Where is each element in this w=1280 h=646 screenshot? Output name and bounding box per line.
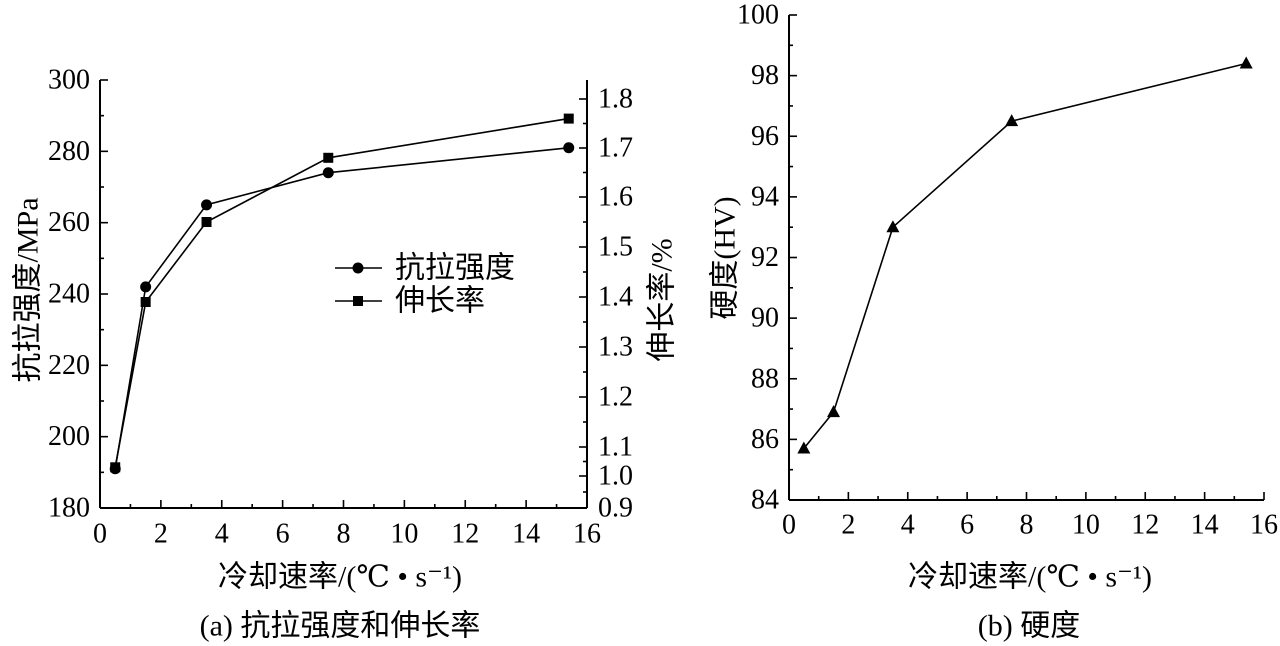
panel-a-caption: (a) 抗拉强度和伸长率 — [200, 610, 481, 643]
tensile-strength-point — [563, 142, 575, 154]
panel-b-caption: (b) 硬度 — [978, 610, 1080, 643]
y-tick-label: 260 — [48, 207, 90, 238]
hardness-point — [1005, 114, 1019, 127]
hardness-point — [1239, 56, 1253, 69]
legend-label-elongation: 伸长率 — [395, 285, 485, 318]
y2-tick-label: 1.0 — [598, 461, 633, 492]
y2-tick-label: 1.4 — [598, 282, 633, 313]
x-tick-label: 0 — [782, 510, 796, 541]
panel-b-x-axis-title: 冷却速率/(℃ • s⁻¹) — [908, 561, 1152, 594]
panel-b-ticks: 0 2 4 6 8 10 12 14 16 84 86 88 90 92 94 96 98 100 — [737, 0, 1278, 541]
tensile-strength-point — [140, 281, 152, 293]
y-tick-label: 100 — [737, 0, 779, 31]
elongation-point — [563, 113, 574, 124]
y2-tick-label: 1.7 — [598, 133, 633, 164]
y-tick-label: 300 — [48, 65, 90, 96]
y-tick-label: 96 — [751, 121, 779, 152]
x-tick-label: 14 — [1191, 510, 1219, 541]
y-tick-label: 280 — [48, 136, 90, 167]
x-tick-label: 4 — [215, 519, 229, 550]
y-tick-label: 92 — [751, 242, 779, 273]
legend-square-marker — [353, 296, 363, 306]
x-tick-label: 4 — [901, 510, 915, 541]
elongation-point — [140, 297, 151, 307]
x-tick-label: 2 — [841, 510, 855, 541]
y2-tick-label: 1.8 — [598, 84, 633, 115]
y-tick-label: 86 — [751, 424, 779, 455]
y2-tick-label: 1.2 — [598, 382, 633, 413]
legend-label-tensile-strength: 抗拉强度 — [395, 252, 515, 285]
tensile-strength-point — [322, 167, 334, 179]
x-tick-label: 0 — [93, 519, 107, 550]
panel-b-series — [797, 56, 1253, 454]
x-tick-label: 12 — [451, 519, 479, 550]
hardness-point — [827, 405, 841, 418]
x-tick-label: 10 — [390, 519, 418, 550]
hardness-point — [886, 220, 900, 233]
panel-a-tensile-elongation-chart: 0 2 4 6 8 10 12 14 16 180 200 220 240 260 280 300 0.91.0… — [12, 65, 679, 643]
y2-tick-label: 1.3 — [598, 332, 633, 363]
panel-a-x-axis-title: 冷却速率/(℃ • s⁻¹) — [218, 561, 462, 594]
y-tick-label: 88 — [751, 363, 779, 394]
panel-a-ticks: 0 2 4 6 8 10 12 14 16 180 200 220 240 260 280 300 0.91.0… — [48, 65, 633, 550]
tensile-strength-point — [201, 199, 213, 211]
y2-tick-label: 0.9 — [598, 493, 633, 524]
x-tick-label: 6 — [276, 519, 290, 550]
x-tick-label: 8 — [337, 519, 351, 550]
elongation-point — [201, 217, 212, 227]
y-tick-label: 90 — [751, 303, 779, 334]
y-tick-label: 94 — [751, 181, 779, 212]
panel-a-legend: 抗拉强度 伸长率 — [335, 252, 515, 318]
y2-tick-label: 1.5 — [598, 232, 633, 263]
x-tick-label: 16 — [573, 519, 601, 550]
x-tick-label: 2 — [154, 519, 168, 550]
x-tick-label: 6 — [960, 510, 974, 541]
hardness-point — [797, 441, 811, 454]
legend-circle-marker — [352, 262, 364, 274]
panel-a-y2-axis-title: 伸长率/% — [646, 238, 679, 361]
elongation-point — [110, 462, 121, 473]
y-tick-label: 180 — [48, 493, 90, 524]
y2-tick-label: 1.1 — [598, 432, 633, 463]
y2-tick-label: 1.6 — [598, 182, 633, 213]
panel-b-y-axis-title: 硬度(HV) — [709, 196, 742, 319]
x-tick-label: 16 — [1250, 510, 1278, 541]
y-tick-label: 220 — [48, 350, 90, 381]
x-tick-label: 14 — [512, 519, 540, 550]
panel-a-series — [109, 113, 575, 475]
x-tick-label: 8 — [1020, 510, 1034, 541]
y-tick-label: 84 — [751, 485, 779, 516]
elongation-point — [323, 152, 334, 163]
y-tick-label: 240 — [48, 279, 90, 310]
x-tick-label: 12 — [1131, 510, 1159, 541]
x-tick-label: 10 — [1072, 510, 1100, 541]
panel-a-y-axis-title: 抗拉强度/MPa — [12, 197, 45, 382]
y-tick-label: 98 — [751, 60, 779, 91]
y-tick-label: 200 — [48, 421, 90, 452]
